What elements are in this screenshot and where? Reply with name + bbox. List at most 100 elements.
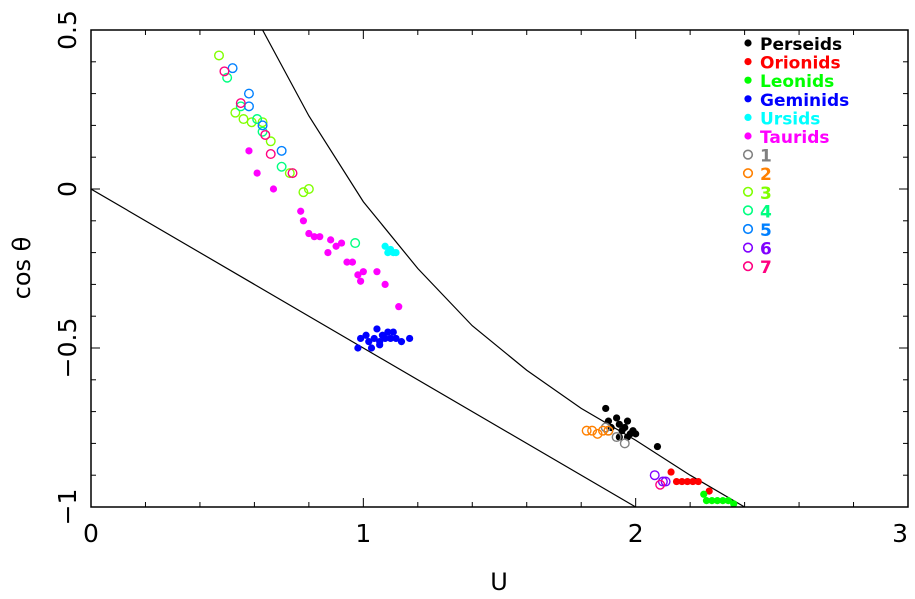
legend-marker: [744, 58, 752, 66]
data-point: [222, 72, 233, 83]
data-point: [689, 477, 697, 486]
x-tick-label: 1: [355, 519, 371, 548]
data-point: [381, 280, 389, 288]
series-geminids: [354, 325, 414, 352]
data-point: [316, 233, 324, 241]
legend-marker: [742, 261, 754, 272]
data-point: [227, 63, 238, 74]
legend-marker: [744, 39, 752, 47]
data-point: [243, 101, 254, 112]
data-point: [667, 468, 675, 476]
data-point: [602, 404, 610, 413]
legend-label: 3: [760, 184, 772, 204]
data-point: [678, 477, 686, 486]
legend-label: 6: [760, 240, 772, 260]
data-point: [406, 334, 414, 343]
legend-marker: [742, 223, 754, 235]
legend-marker: [742, 186, 754, 197]
data-point: [230, 107, 241, 118]
data-point: [708, 497, 716, 505]
data-point: [619, 438, 630, 449]
series-7: [219, 66, 666, 490]
data-point: [370, 334, 378, 343]
series-orionids: [667, 468, 713, 495]
data-point: [284, 168, 295, 179]
data-point: [376, 338, 384, 346]
data-point: [297, 207, 305, 215]
y-tick-label: 0.5: [53, 10, 82, 50]
series-ursids: [381, 242, 400, 257]
data-points: [213, 50, 738, 508]
data-point: [381, 334, 389, 343]
data-point: [621, 423, 629, 432]
reference-curve: [262, 30, 745, 507]
data-point: [357, 334, 365, 343]
data-point: [649, 470, 660, 481]
data-point: [392, 249, 400, 257]
reference-line: [91, 188, 636, 507]
data-point: [303, 183, 314, 194]
data-point: [603, 425, 614, 436]
reference-curves: [91, 30, 745, 507]
data-point: [384, 328, 392, 336]
data-point: [611, 432, 622, 443]
data-point: [257, 126, 268, 137]
x-tick-label: 0: [83, 519, 99, 548]
data-point: [305, 229, 313, 238]
data-point: [592, 428, 603, 439]
data-point: [373, 325, 381, 333]
data-point: [276, 161, 287, 172]
legend-label: Perseids: [760, 35, 842, 55]
data-point: [219, 66, 230, 77]
series-3: [213, 50, 314, 198]
data-point: [392, 334, 400, 343]
data-point: [257, 117, 268, 128]
data-point: [324, 249, 332, 257]
data-point: [332, 242, 340, 250]
data-point: [299, 217, 308, 225]
legend-label: 5: [760, 221, 772, 241]
data-point: [260, 129, 271, 140]
plot-frame: [90, 29, 909, 508]
data-point: [672, 477, 681, 486]
data-point: [397, 338, 406, 346]
legend-marker: [744, 113, 752, 121]
legend-label: Taurids: [760, 128, 829, 148]
data-point: [613, 414, 621, 422]
data-point: [713, 497, 721, 505]
data-point: [683, 477, 692, 486]
series-leonids: [700, 490, 738, 508]
data-point: [581, 425, 592, 436]
data-point: [702, 497, 711, 505]
x-tick-label: 2: [628, 519, 644, 548]
legend-label: Geminids: [760, 91, 849, 111]
data-point: [600, 422, 611, 433]
data-point: [653, 442, 662, 451]
series-taurids: [245, 147, 403, 311]
legend-marker: [744, 95, 752, 103]
data-point: [287, 168, 298, 179]
data-point: [337, 239, 346, 247]
series-2: [581, 425, 614, 439]
legend-label: Leonids: [760, 72, 834, 92]
data-point: [395, 303, 403, 311]
data-point: [257, 120, 268, 131]
legend-marker: [742, 168, 754, 179]
data-point: [632, 430, 640, 438]
data-point: [367, 344, 376, 352]
data-point: [252, 114, 263, 125]
data-point: [615, 420, 623, 428]
data-point: [719, 497, 727, 505]
data-point: [359, 268, 367, 276]
data-point: [700, 490, 708, 498]
legend-label: Ursids: [760, 109, 820, 129]
data-point: [660, 476, 671, 487]
data-point: [348, 258, 357, 266]
data-point: [253, 169, 261, 177]
data-point: [243, 88, 254, 99]
legend-label: 1: [760, 147, 772, 167]
data-point: [246, 117, 257, 128]
data-point: [587, 425, 598, 436]
legend-label: Orionids: [760, 54, 841, 74]
